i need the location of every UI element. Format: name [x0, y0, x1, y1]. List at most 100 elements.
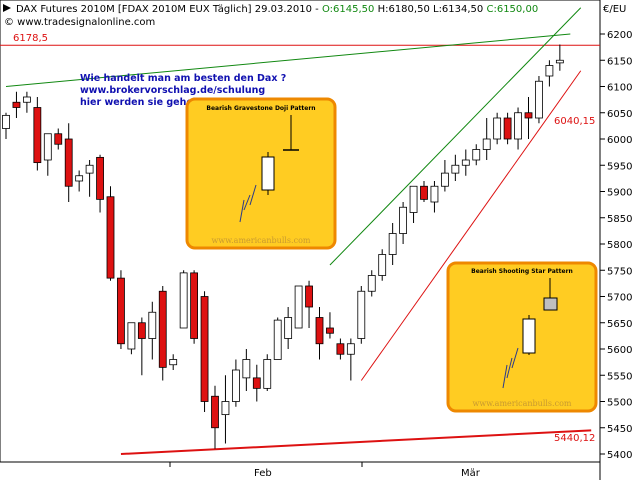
trendline-green_upper	[5, 33, 571, 87]
candle-body	[493, 117, 502, 140]
y-tick-label: 6200	[607, 30, 632, 41]
candle-body	[555, 59, 564, 64]
candle	[22, 91, 31, 113]
candle-body	[75, 175, 84, 182]
candle-body	[284, 317, 293, 339]
y-tick-label: 6050	[607, 109, 632, 120]
candle-body	[263, 359, 272, 389]
candle	[221, 375, 230, 444]
candle	[106, 186, 115, 281]
annotation-line-3: hier werden sie geholfen !	[80, 97, 221, 108]
candle-body	[514, 112, 522, 140]
candle	[326, 312, 334, 339]
candle	[503, 112, 512, 145]
candle-body	[545, 65, 554, 77]
play-icon	[3, 4, 11, 12]
candle-body	[252, 377, 261, 389]
candle	[440, 160, 449, 192]
candle	[420, 181, 428, 202]
candle	[461, 149, 470, 176]
candles	[2, 44, 564, 449]
candle	[242, 349, 251, 391]
source-credit: © www.tradesignalonline.com	[4, 17, 155, 28]
candle	[524, 97, 533, 139]
candle	[430, 181, 439, 213]
candle	[200, 291, 209, 412]
candle	[85, 160, 94, 197]
currency-label: €/EU	[603, 4, 626, 15]
candle-body	[451, 164, 460, 174]
y-tick-label: 6100	[607, 83, 632, 94]
candle	[252, 364, 261, 402]
candle-body	[148, 311, 157, 339]
candle-body	[315, 317, 324, 345]
candle	[54, 128, 63, 150]
candle	[137, 317, 146, 376]
candle	[399, 202, 408, 244]
candle	[305, 280, 313, 328]
candle	[545, 60, 554, 87]
x-label-mar: Mär	[461, 468, 481, 479]
y-tick-label: 5800	[607, 240, 632, 251]
candle	[2, 112, 10, 139]
y-tick-label: 5400	[607, 450, 632, 461]
level-label-mid: 6040,15	[554, 116, 595, 127]
candle-body	[211, 395, 219, 429]
candle	[127, 322, 136, 355]
trendline-red_channel	[360, 70, 582, 381]
candle	[148, 301, 157, 360]
y-tick-label: 6150	[607, 56, 632, 67]
candle-body	[106, 196, 115, 279]
level-label-top: 6178,5	[13, 33, 48, 44]
candle	[346, 338, 355, 381]
candle	[179, 270, 188, 329]
candle-body	[117, 277, 125, 345]
candle-body	[326, 327, 334, 334]
trendlines	[0, 7, 600, 455]
candle-body	[22, 96, 31, 103]
candle	[367, 270, 376, 297]
candle-body	[336, 343, 345, 355]
doji-panel-watermark: www.americanbulls.com	[212, 236, 311, 245]
candle	[388, 223, 397, 265]
candle	[294, 285, 303, 329]
candle	[514, 107, 522, 150]
chart-title: DAX Futures 2010M [FDAX 2010M EUX Täglic…	[16, 4, 538, 15]
candle-body	[221, 401, 230, 416]
candle-body	[535, 80, 543, 119]
y-tick-label: 5500	[607, 398, 632, 409]
candle-body	[127, 322, 136, 350]
candle-body	[346, 343, 355, 355]
y-axis-ticks: 6200 6150 6100 6050 6000 5950 5900 5850 5800 5750…	[600, 30, 632, 461]
candle	[472, 144, 481, 166]
candle	[482, 118, 491, 160]
y-tick-label: 5900	[607, 188, 632, 199]
candle-body	[137, 322, 146, 339]
candle	[409, 185, 418, 223]
candle-body	[33, 107, 42, 164]
star-panel-title: Bearish Shooting Star Pattern	[471, 268, 573, 275]
y-tick-label: 5700	[607, 293, 632, 304]
candle-body	[294, 285, 303, 329]
candle	[75, 170, 84, 192]
candle	[284, 307, 293, 349]
candle-body	[430, 185, 439, 203]
candle-body	[399, 206, 408, 234]
candle-body	[440, 172, 449, 187]
candle	[33, 97, 42, 171]
candle-body	[503, 117, 512, 140]
candle	[12, 91, 21, 118]
candle	[273, 317, 282, 360]
annotation-line-1: Wie handelt man am besten den Dax ?	[80, 73, 286, 84]
candle	[336, 338, 345, 360]
candle-body	[43, 133, 52, 161]
candle-body	[200, 296, 209, 402]
candle-body	[54, 133, 63, 145]
candle-body	[64, 138, 73, 187]
candle	[231, 359, 240, 407]
y-tick-label: 5550	[607, 371, 632, 382]
candle-body	[357, 290, 366, 339]
candle-body	[461, 159, 470, 166]
